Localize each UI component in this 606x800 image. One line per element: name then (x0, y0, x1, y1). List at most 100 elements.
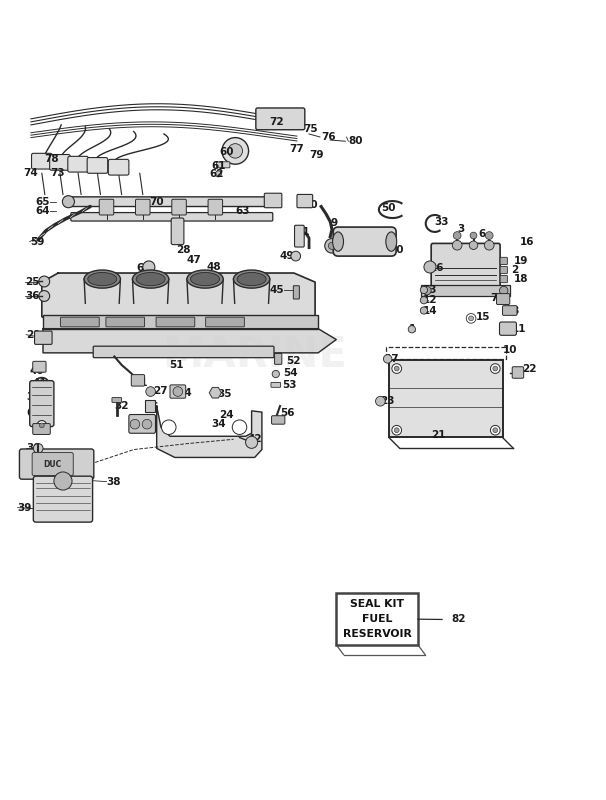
Circle shape (130, 419, 140, 429)
Text: 69: 69 (137, 263, 151, 273)
Text: SEAL KIT
FUEL
RESERVOIR: SEAL KIT FUEL RESERVOIR (342, 599, 411, 639)
FancyBboxPatch shape (171, 199, 186, 215)
Circle shape (222, 138, 248, 164)
Circle shape (245, 436, 258, 448)
Text: 5: 5 (335, 242, 342, 253)
Circle shape (490, 426, 500, 435)
Text: 66: 66 (145, 402, 159, 412)
Ellipse shape (333, 232, 344, 251)
Text: 60: 60 (219, 147, 233, 157)
Text: 25: 25 (25, 277, 39, 287)
Circle shape (485, 232, 493, 239)
Circle shape (392, 364, 402, 374)
FancyBboxPatch shape (271, 416, 285, 424)
FancyBboxPatch shape (502, 306, 517, 315)
Polygon shape (209, 387, 221, 398)
Circle shape (484, 240, 494, 250)
FancyBboxPatch shape (431, 243, 500, 288)
Text: 51: 51 (169, 360, 183, 370)
FancyBboxPatch shape (336, 594, 418, 645)
Circle shape (291, 251, 301, 261)
Text: 80: 80 (348, 136, 363, 146)
Text: 10: 10 (502, 346, 517, 355)
Circle shape (423, 286, 431, 294)
FancyBboxPatch shape (170, 385, 185, 398)
Ellipse shape (136, 273, 165, 286)
Polygon shape (157, 406, 262, 458)
FancyBboxPatch shape (421, 285, 510, 296)
FancyBboxPatch shape (68, 156, 88, 172)
Text: 30: 30 (26, 443, 41, 454)
Circle shape (421, 297, 428, 304)
Text: 39: 39 (18, 502, 32, 513)
Ellipse shape (190, 273, 219, 286)
FancyBboxPatch shape (50, 154, 70, 170)
Circle shape (33, 443, 43, 454)
Text: 21: 21 (431, 430, 445, 440)
Text: 52: 52 (286, 356, 301, 366)
Text: 38: 38 (107, 477, 121, 486)
FancyBboxPatch shape (129, 414, 156, 434)
Text: 7: 7 (490, 294, 498, 303)
Text: 33: 33 (26, 392, 41, 402)
Text: 61: 61 (211, 161, 225, 171)
Text: 75: 75 (303, 124, 318, 134)
Text: 14: 14 (423, 306, 438, 315)
Text: 74: 74 (24, 168, 38, 178)
Text: 31: 31 (134, 378, 148, 388)
Circle shape (39, 290, 50, 302)
FancyBboxPatch shape (132, 374, 145, 386)
Text: 32: 32 (115, 401, 129, 411)
FancyBboxPatch shape (32, 453, 73, 475)
FancyBboxPatch shape (43, 315, 318, 329)
Ellipse shape (133, 270, 169, 288)
Text: 33: 33 (435, 217, 449, 226)
Circle shape (493, 366, 498, 371)
FancyBboxPatch shape (295, 226, 304, 247)
FancyBboxPatch shape (293, 286, 299, 299)
FancyBboxPatch shape (208, 199, 222, 215)
Text: 55: 55 (26, 460, 41, 470)
Text: 35: 35 (217, 389, 231, 399)
Text: 71: 71 (134, 422, 148, 432)
FancyBboxPatch shape (500, 266, 507, 274)
Text: 79: 79 (309, 150, 324, 160)
Circle shape (37, 421, 47, 430)
Text: 42: 42 (247, 434, 262, 444)
Text: 13: 13 (423, 285, 437, 295)
Text: 62: 62 (209, 170, 224, 179)
Text: 53: 53 (282, 380, 296, 390)
Circle shape (272, 370, 279, 378)
Circle shape (490, 364, 500, 374)
Text: 72: 72 (270, 117, 284, 127)
Text: 36: 36 (25, 291, 39, 301)
Circle shape (173, 386, 182, 396)
Text: 6: 6 (478, 229, 485, 238)
FancyBboxPatch shape (271, 382, 281, 387)
Text: 15: 15 (475, 311, 490, 322)
Ellipse shape (233, 270, 270, 288)
FancyBboxPatch shape (205, 317, 244, 327)
Circle shape (395, 366, 399, 371)
FancyBboxPatch shape (333, 227, 396, 256)
Text: 73: 73 (50, 168, 65, 178)
FancyBboxPatch shape (499, 322, 516, 335)
Text: 19: 19 (513, 256, 528, 266)
Text: 44: 44 (177, 388, 192, 398)
Circle shape (54, 472, 72, 490)
Circle shape (470, 232, 477, 239)
Text: 2: 2 (511, 265, 519, 275)
Text: 64: 64 (36, 206, 50, 216)
Text: 77: 77 (290, 144, 304, 154)
FancyBboxPatch shape (500, 258, 507, 265)
Text: 29: 29 (26, 330, 41, 340)
Circle shape (232, 420, 247, 434)
Circle shape (468, 316, 473, 321)
Circle shape (142, 419, 152, 429)
Text: 26: 26 (429, 263, 443, 273)
Text: 23: 23 (381, 396, 395, 406)
Circle shape (384, 354, 392, 363)
FancyBboxPatch shape (156, 317, 195, 327)
Text: 70: 70 (149, 197, 164, 206)
Text: 78: 78 (44, 154, 59, 164)
